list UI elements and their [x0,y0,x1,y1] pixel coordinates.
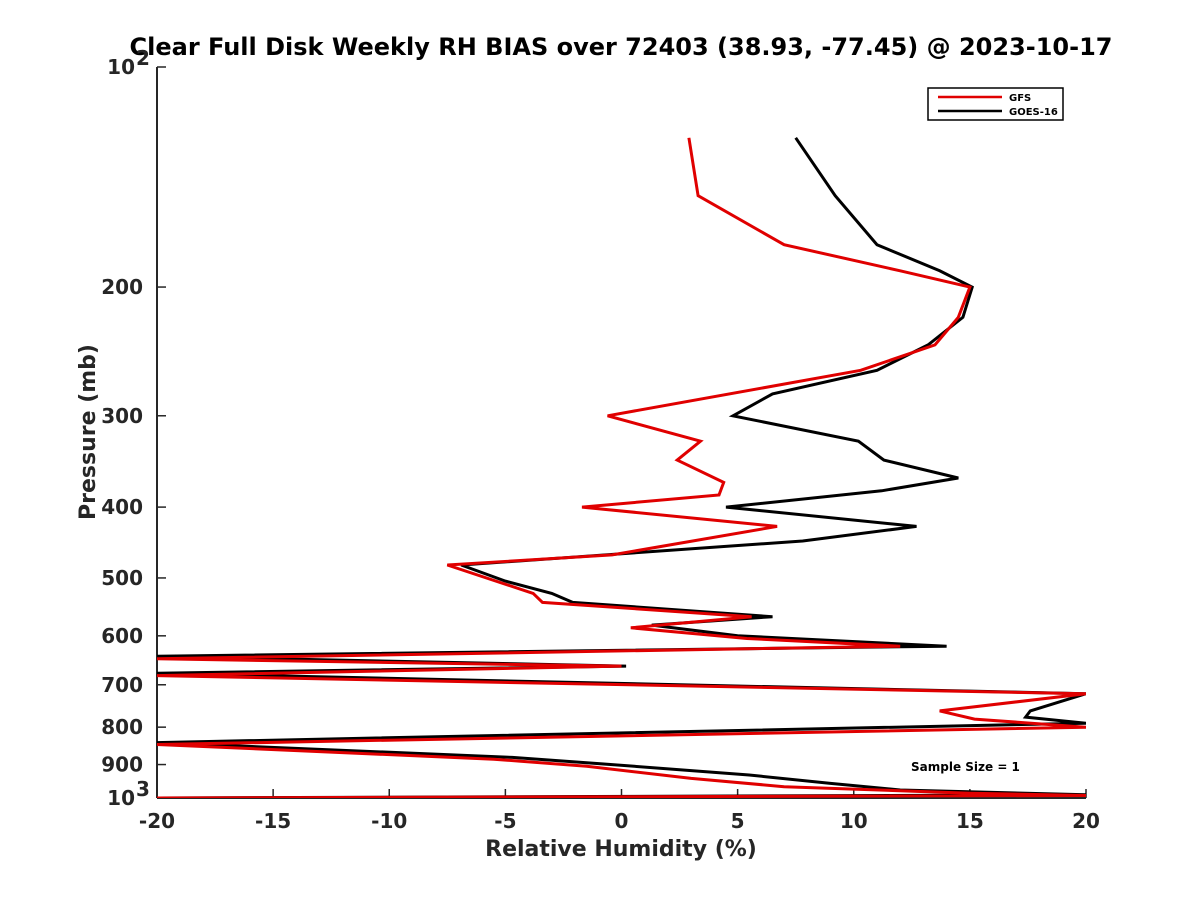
y-tick-label: 900 [101,753,143,777]
x-tick-label: 5 [731,809,745,833]
series-line-goes-16 [157,136,1086,798]
y-axis-label: Pressure (mb) [76,344,101,520]
x-tick-label: 0 [615,809,629,833]
x-axis-label: Relative Humidity (%) [485,837,757,862]
chart-title: Clear Full Disk Weekly RH BIAS over 7240… [130,33,1113,61]
y-tick-label: 10 [107,786,135,810]
legend: GFS GOES-16 [927,87,1064,121]
sample-size-annotation: Sample Size = 1 [911,760,1020,774]
y-tick-label: 700 [101,673,143,697]
x-tick-label: -20 [139,809,175,833]
x-tick-label: 10 [840,809,868,833]
x-tick-label: 20 [1072,809,1100,833]
y-tick-label: 600 [101,624,143,648]
legend-label: GFS [1009,93,1031,104]
x-tick-label: -5 [494,809,516,833]
y-tick-label: 400 [101,495,143,519]
x-tick-label: 15 [956,809,984,833]
y-tick-label: 500 [101,566,143,590]
y-tick-label: 300 [101,404,143,428]
legend-box [927,87,1064,121]
y-tick-exponent: 2 [136,46,150,70]
y-tick-label: 800 [101,715,143,739]
y-tick-exponent: 3 [136,777,150,801]
x-tick-label: -15 [255,809,291,833]
y-tick-label: 200 [101,275,143,299]
series-lines [157,136,1086,798]
legend-label: GOES-16 [1009,107,1058,118]
series-line-gfs [157,137,1086,798]
plot-area [157,67,1086,798]
x-tick-label: -10 [371,809,407,833]
y-tick-label: 10 [107,55,135,79]
